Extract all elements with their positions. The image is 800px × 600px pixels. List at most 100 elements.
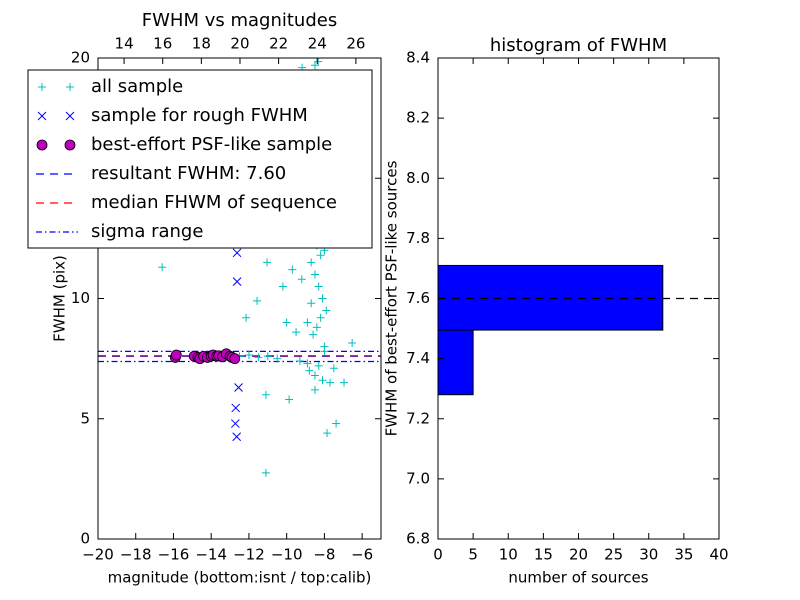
marker	[288, 265, 297, 274]
y-tick-label: 0	[80, 530, 90, 548]
x-tick-label: 5	[468, 546, 478, 564]
marker	[263, 258, 272, 267]
marker	[310, 371, 319, 380]
marker	[158, 263, 167, 272]
marker	[244, 351, 253, 360]
x-tick-label: −10	[271, 546, 303, 564]
marker	[64, 139, 76, 151]
marker	[348, 338, 357, 347]
marker	[232, 277, 242, 287]
y-tick-label: 7.4	[406, 349, 430, 367]
legend-label: resultant FWHM: 7.60	[91, 163, 286, 184]
marker	[232, 248, 242, 258]
marker	[314, 57, 323, 66]
x-tick-label: 40	[709, 546, 728, 564]
marker	[322, 306, 331, 315]
x-tick-label: −8	[313, 546, 335, 564]
legend-label: sample for rough FWHM	[91, 105, 308, 126]
marker	[278, 282, 287, 291]
marker	[229, 353, 241, 365]
marker	[312, 323, 321, 332]
marker	[38, 83, 46, 91]
y-axis-label: FWHM (pix)	[51, 255, 69, 342]
marker	[323, 429, 332, 438]
x-tick-label: −14	[195, 546, 227, 564]
marker	[310, 270, 319, 279]
marker	[303, 318, 312, 327]
y-tick-label: 8.0	[406, 169, 430, 187]
marker	[261, 468, 270, 477]
axes-frame	[437, 57, 720, 540]
chart-title: histogram of FWHM	[490, 35, 667, 56]
x-tick-label: −18	[120, 546, 152, 564]
marker	[320, 347, 329, 356]
marker	[285, 395, 294, 404]
y-tick-label: 7.8	[406, 229, 430, 247]
marker	[297, 275, 306, 284]
marker	[326, 378, 335, 387]
marker	[263, 352, 272, 361]
marker	[314, 282, 323, 291]
chart-title: FWHM vs magnitudes	[142, 10, 337, 31]
x2-tick-label: 22	[269, 35, 288, 53]
marker	[242, 313, 251, 322]
marker	[314, 361, 323, 370]
bar	[437, 329, 474, 396]
y-tick-label: 20	[71, 49, 90, 67]
y-tick-label: 10	[71, 289, 90, 307]
x-tick-label: 20	[569, 546, 588, 564]
marker	[295, 357, 304, 366]
marker	[307, 299, 316, 308]
y-tick-label: 8.4	[406, 49, 430, 67]
marker	[309, 330, 318, 339]
x-tick-label: −20	[82, 546, 114, 564]
marker	[340, 378, 349, 387]
x-tick-label: −6	[351, 546, 373, 564]
marker	[253, 296, 262, 305]
marker	[307, 258, 316, 267]
marker	[292, 328, 301, 337]
y-tick-label: 6.8	[406, 530, 430, 548]
x-tick-label: 15	[534, 546, 553, 564]
x2-tick-label: 24	[308, 35, 327, 53]
marker	[310, 385, 319, 394]
legend-box	[27, 69, 373, 249]
bar	[437, 264, 664, 331]
marker	[303, 359, 312, 368]
y-tick-label: 5	[80, 409, 90, 427]
marker	[273, 354, 282, 363]
marker	[66, 83, 74, 91]
x-axis-label: magnitude (bottom:isnt / top:calib)	[108, 569, 372, 587]
x-axis-label: number of sources	[508, 569, 648, 587]
x-tick-label: 10	[499, 546, 518, 564]
x2-tick-label: 18	[192, 35, 211, 53]
marker	[318, 294, 327, 303]
y-axis-label: FWHM of best-effort PSF-like sources	[383, 160, 401, 436]
x-tick-label: −12	[233, 546, 265, 564]
marker	[329, 364, 338, 373]
y-tick-label: 7.6	[406, 289, 430, 307]
x-tick-label: 30	[639, 546, 658, 564]
x2-tick-label: 14	[115, 35, 134, 53]
x2-tick-label: 26	[346, 35, 365, 53]
marker	[305, 366, 314, 375]
legend-label: sigma range	[91, 221, 203, 242]
marker	[261, 390, 270, 399]
x-tick-label: 25	[604, 546, 623, 564]
x-tick-label: 0	[433, 546, 443, 564]
marker	[234, 383, 243, 392]
marker	[316, 313, 325, 322]
marker	[318, 376, 327, 385]
marker	[282, 318, 291, 327]
marker	[36, 139, 48, 151]
axes-frame	[97, 57, 382, 540]
marker	[254, 353, 263, 362]
legend-label: all sample	[91, 76, 183, 97]
y-tick-label: 7.2	[406, 409, 430, 427]
legend: all sample sample for rough FWHM best-effo…	[27, 69, 373, 249]
marker	[232, 432, 242, 442]
marker	[65, 111, 75, 121]
marker	[332, 419, 341, 428]
y-tick-label: 7.0	[406, 469, 430, 487]
